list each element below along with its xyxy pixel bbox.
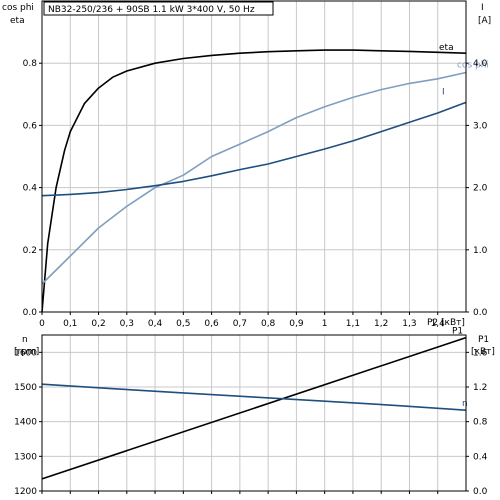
- bottom-grid: [39, 335, 469, 494]
- series-label-p1: P1: [452, 327, 463, 337]
- x-tick-label: 1: [322, 319, 328, 329]
- top-tick-labels: 0 0,1 0,2 0,3 0,4 0,5 0,6 0,7 0,8 0,9 1 1,1 1,2 1,3 1,…: [23, 59, 488, 329]
- y-right-tick-label: 0.0: [473, 308, 488, 318]
- top-right-axis-label-1: I: [481, 3, 484, 13]
- y-right-tick-label: 1.2: [473, 383, 487, 393]
- top-grid: [39, 1, 469, 315]
- x-tick-label: 1,4: [431, 319, 446, 329]
- bottom-series-group: P1 n: [41, 327, 468, 480]
- y-left-tick-label: 1200: [14, 487, 37, 497]
- y-right-tick-label: 1.0: [473, 246, 488, 256]
- y-right-tick-label: 0.0: [473, 487, 488, 497]
- y-left-tick-label: 0.2: [23, 246, 37, 256]
- y-right-tick-label: 1.6: [473, 348, 488, 358]
- top-right-axis-label-2: [A]: [478, 16, 491, 26]
- top-plot-frame: [41, 0, 467, 313]
- series-label-i: I: [442, 87, 445, 97]
- y-left-tick-label: 0.8: [23, 59, 38, 69]
- x-tick-label: 0,6: [204, 319, 219, 329]
- bottom-plot-frame: [41, 334, 467, 492]
- series-line-eta: [41, 49, 467, 313]
- title-box: [43, 1, 274, 16]
- top-left-axis-label-2: eta: [10, 16, 25, 26]
- bottom-tick-labels: 1200 1300 1400 1500 1600 0.0 0.4 0.8 1.2 1.6: [14, 348, 487, 497]
- y-right-tick-label: 0.8: [473, 418, 488, 428]
- top-left-axis-label-1: cos phi: [2, 3, 34, 13]
- x-tick-label: 0,2: [91, 319, 105, 329]
- series-line-i: [41, 101, 467, 197]
- y-right-tick-label: 0.4: [473, 452, 488, 462]
- bottom-left-axis-label-2: [rpm]: [14, 347, 39, 357]
- x-tick-label: 1,2: [374, 319, 388, 329]
- x-tick-label: 0,8: [261, 319, 276, 329]
- series-line-cos-phi: [41, 71, 467, 285]
- y-left-tick-label: 1600: [14, 348, 37, 358]
- bottom-left-axis-label-1: n: [22, 335, 28, 345]
- y-left-tick-label: 1300: [14, 452, 37, 462]
- x-tick-label: 0,7: [233, 319, 247, 329]
- y-left-tick-label: 0.4: [23, 184, 38, 194]
- y-right-tick-label: 2.0: [473, 184, 488, 194]
- series-line-n: [41, 383, 467, 411]
- x-tick-label: 1,1: [346, 319, 360, 329]
- y-left-tick-label: 1500: [14, 383, 37, 393]
- x-axis-label: P2 [кВт]: [427, 318, 465, 328]
- x-tick-label: 0,3: [120, 319, 134, 329]
- y-left-tick-label: 0.0: [23, 308, 38, 318]
- y-right-tick-label: 3.0: [473, 121, 488, 131]
- x-tick-label: 0: [39, 319, 45, 329]
- x-tick-label: 1,3: [402, 319, 416, 329]
- bottom-right-axis-label-1: P1: [478, 335, 489, 345]
- series-label-eta: eta: [439, 43, 454, 53]
- chart-title: NB32-250/236 + 90SB 1.1 kW 3*400 V, 50 H…: [48, 5, 255, 15]
- y-left-tick-label: 0.6: [23, 121, 38, 131]
- y-left-tick-label: 1400: [14, 418, 37, 428]
- y-right-tick-label: 4.0: [473, 59, 488, 69]
- x-tick-label: 0,1: [63, 319, 77, 329]
- x-tick-label: 0,5: [176, 319, 190, 329]
- series-label-n: n: [462, 399, 468, 409]
- x-tick-label: 0,9: [289, 319, 304, 329]
- x-tick-label: 0,4: [148, 319, 163, 329]
- series-label-cos-phi: cos phi: [457, 61, 489, 71]
- bottom-right-axis-label-2: [кВт]: [471, 347, 495, 357]
- series-line-p1: [41, 336, 467, 480]
